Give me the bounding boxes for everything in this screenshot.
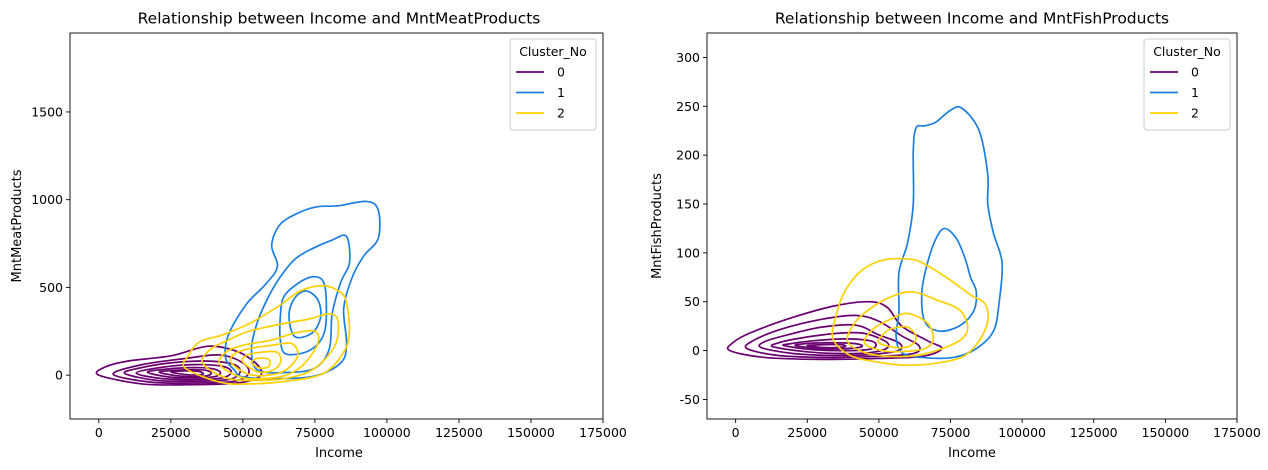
contour-line-cluster-2 [182, 284, 351, 385]
contour-line-cluster-0 [146, 366, 222, 379]
legend-label: 1 [1191, 85, 1199, 100]
legend-box [1143, 38, 1231, 131]
legend-title: Cluster_No [1153, 44, 1221, 59]
x-axis-label: Income [948, 446, 996, 461]
x-axis-label: Income [315, 446, 363, 461]
x-tick-label: 150000 [1142, 425, 1190, 440]
legend-title: Cluster_No [519, 44, 587, 59]
y-axis: -50 0 50 100 150 200 250 300 [676, 50, 707, 407]
legend: Cluster_No 0 1 2 [509, 38, 597, 131]
legend-label: 1 [557, 85, 565, 100]
legend-box [509, 38, 597, 131]
contour-line-cluster-0 [123, 360, 242, 383]
y-axis-label: MntFishProducts [650, 173, 665, 279]
contour-line-cluster-0 [135, 363, 233, 381]
contour-line-cluster-1 [288, 290, 322, 339]
contour-line-cluster-0 [794, 341, 864, 350]
y-axis-label: MntMeatProducts [10, 169, 25, 282]
x-tick-label: 75000 [931, 425, 971, 440]
legend: Cluster_No 0 1 2 [1143, 38, 1231, 131]
x-tick-label: 100000 [363, 425, 411, 440]
x-tick-label: 50000 [859, 425, 899, 440]
fish-chart: Relationship between Income and MntFishP… [650, 10, 1261, 462]
contour-line-cluster-0 [806, 343, 847, 349]
contour-line-cluster-2 [877, 325, 918, 349]
y-tick-label: 0 [55, 368, 63, 383]
x-tick-label: 50000 [223, 425, 263, 440]
contour-line-cluster-2 [201, 312, 340, 382]
contour-line-cluster-0 [95, 345, 263, 386]
contour-line-cluster-2 [229, 342, 299, 377]
meat-chart: Relationship between Income and MntMeatP… [10, 10, 627, 462]
legend-label: 0 [557, 65, 565, 80]
y-tick-label: 200 [676, 148, 700, 163]
chart-title: Relationship between Income and MntFishP… [775, 10, 1169, 28]
x-tick-label: 125000 [1070, 425, 1118, 440]
contour-line-cluster-1 [895, 105, 1004, 360]
y-tick-label: 50 [684, 294, 700, 309]
x-tick-label: 25000 [787, 425, 827, 440]
chart-title: Relationship between Income and MntMeatP… [138, 10, 541, 28]
x-tick-label: 175000 [1213, 425, 1261, 440]
plot-area [706, 32, 1238, 420]
contour-layer [95, 200, 381, 386]
contour-line-cluster-0 [782, 338, 877, 352]
contour-line-cluster-0 [744, 314, 921, 359]
plot-area [69, 32, 604, 420]
y-tick-label: 300 [676, 50, 700, 65]
y-axis: 0 500 1000 1500 [31, 104, 70, 383]
contour-line-cluster-0 [158, 368, 213, 378]
contour-line-cluster-0 [169, 370, 205, 376]
x-tick-label: 75000 [295, 425, 335, 440]
contour-line-cluster-2 [863, 312, 935, 353]
contour-line-cluster-2 [241, 350, 282, 374]
contour-line-cluster-2 [218, 329, 320, 380]
x-axis: 0 25000 50000 75000 100000 125000 150000 175000 [95, 419, 627, 440]
y-tick-label: 500 [39, 280, 63, 295]
contour-line-cluster-1 [224, 200, 381, 380]
x-axis: 0 25000 50000 75000 100000 125000 150000 175000 [732, 419, 1261, 440]
x-tick-label: 0 [95, 425, 103, 440]
x-tick-label: 175000 [579, 425, 627, 440]
y-tick-label: 1000 [31, 192, 63, 207]
y-tick-label: 1500 [31, 104, 63, 119]
y-tick-label: 150 [676, 197, 700, 212]
contour-line-cluster-0 [112, 353, 250, 385]
x-tick-label: 100000 [998, 425, 1046, 440]
y-tick-label: 0 [692, 343, 700, 358]
contour-line-cluster-1 [920, 227, 978, 333]
y-tick-label: 100 [676, 245, 700, 260]
contour-line-cluster-2 [250, 357, 271, 370]
legend-label: 2 [557, 106, 565, 121]
contour-layer [726, 105, 1004, 367]
x-tick-label: 125000 [435, 425, 483, 440]
y-tick-label: -50 [680, 392, 700, 407]
x-tick-label: 150000 [507, 425, 555, 440]
x-tick-label: 25000 [151, 425, 191, 440]
contour-line-cluster-2 [831, 257, 989, 367]
y-tick-label: 250 [676, 99, 700, 114]
contour-line-cluster-0 [758, 323, 903, 357]
legend-label: 0 [1191, 65, 1199, 80]
contour-line-cluster-0 [770, 331, 890, 355]
x-tick-label: 0 [732, 425, 740, 440]
contour-line-cluster-2 [846, 290, 969, 358]
legend-label: 2 [1191, 106, 1199, 121]
